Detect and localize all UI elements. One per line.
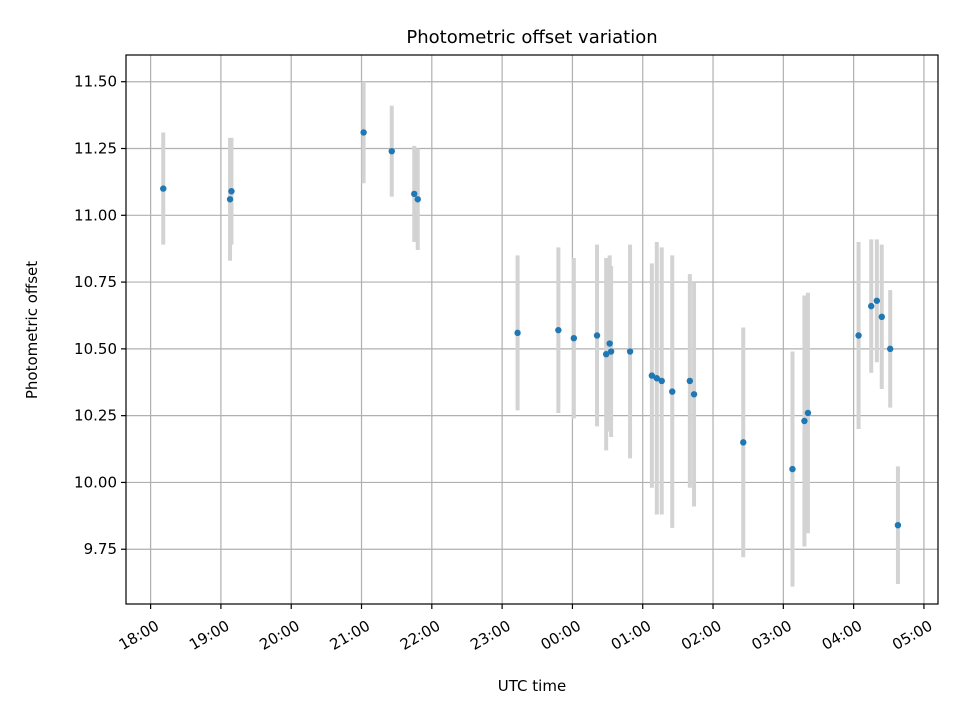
data-point	[789, 465, 796, 473]
data-point	[653, 375, 660, 382]
data-points	[160, 129, 902, 529]
plot-frame	[125, 54, 939, 605]
x-axis-label: UTC time	[498, 677, 566, 695]
data-point	[593, 332, 601, 339]
data-point	[606, 340, 613, 347]
y-tick-label: 11.50	[74, 73, 117, 91]
y-tick-label: 9.75	[84, 540, 117, 558]
data-point	[411, 190, 418, 198]
data-point	[555, 326, 562, 334]
data-point	[868, 302, 875, 310]
data-point	[658, 377, 665, 385]
data-point	[626, 348, 634, 355]
data-point	[570, 334, 578, 342]
data-point	[873, 297, 881, 304]
y-tick-label: 11.00	[74, 206, 117, 224]
data-point	[894, 521, 902, 529]
data-point	[607, 348, 615, 355]
data-point	[602, 351, 610, 358]
data-point	[886, 345, 894, 353]
data-point	[160, 185, 167, 192]
data-point	[855, 332, 862, 339]
data-point	[414, 196, 421, 203]
chart-title: Photometric offset variation	[406, 27, 657, 48]
data-point	[686, 377, 694, 385]
data-point	[740, 439, 747, 446]
data-point	[669, 388, 676, 395]
data-point	[360, 129, 367, 136]
y-tick-label: 10.75	[74, 273, 117, 291]
y-tick-label: 10.00	[74, 473, 117, 491]
data-point	[648, 372, 656, 379]
y-axis-ticks: 9.75 10.00 10.25 10.50 10.75 11.00 11.25 11.50	[74, 73, 126, 558]
data-point	[228, 188, 235, 195]
data-point	[514, 329, 521, 337]
data-point	[878, 313, 885, 321]
y-tick-label: 10.25	[74, 407, 117, 425]
y-axis-label: Photometric offset	[23, 261, 41, 399]
data-point	[804, 409, 812, 417]
data-point	[801, 417, 808, 425]
data-point	[226, 196, 234, 203]
y-tick-label: 11.25	[74, 140, 117, 158]
data-point	[690, 391, 698, 398]
data-point	[388, 147, 395, 155]
y-tick-label: 10.50	[74, 340, 117, 358]
